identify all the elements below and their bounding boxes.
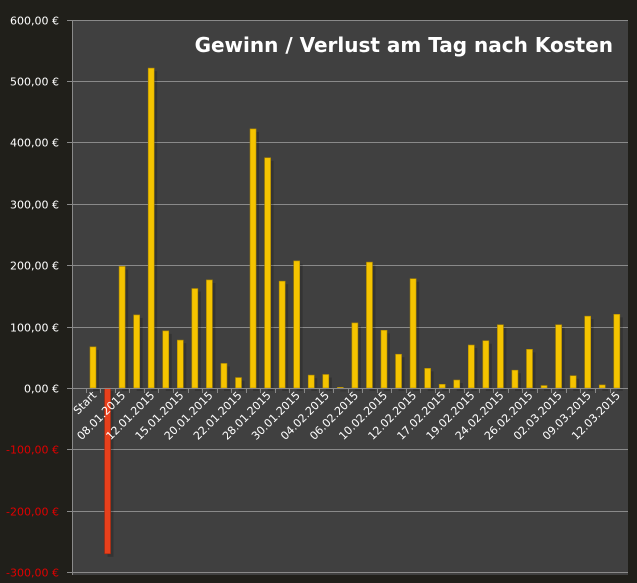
y-tick-label: 500,00 € <box>10 76 59 89</box>
bar <box>526 349 533 389</box>
bar <box>89 346 97 389</box>
bar <box>278 280 286 389</box>
bar <box>264 157 271 389</box>
bar <box>147 67 155 389</box>
y-tick-label: 300,00 € <box>10 199 59 212</box>
bar <box>191 288 199 389</box>
bar <box>438 384 446 389</box>
bar <box>497 324 504 389</box>
bar <box>395 353 402 389</box>
bar <box>569 375 577 389</box>
bar <box>366 261 373 389</box>
bar <box>555 324 562 389</box>
bar <box>206 279 213 389</box>
y-tick-label: 0,00 € <box>24 383 59 396</box>
bars <box>89 67 623 557</box>
y-tick-label: 200,00 € <box>10 260 59 273</box>
y-tick-label: -300,00 € <box>6 567 59 580</box>
plot-area <box>72 20 628 575</box>
bar <box>511 369 519 389</box>
chart-title: Gewinn / Verlust am Tag nach Kosten <box>195 33 613 57</box>
bar <box>482 340 490 389</box>
bar <box>118 266 126 389</box>
bar <box>133 314 140 389</box>
bar <box>322 374 330 389</box>
bar-shadow <box>602 387 609 391</box>
bar <box>162 330 170 389</box>
bar-shadow <box>544 388 551 391</box>
bar <box>409 278 417 389</box>
bar <box>540 385 548 389</box>
bar <box>598 384 606 389</box>
bar <box>380 329 388 389</box>
bar <box>453 379 461 389</box>
y-tick-label: 400,00 € <box>10 137 59 150</box>
bar-shadow <box>340 390 347 392</box>
y-tick-label: -200,00 € <box>6 506 59 519</box>
bar <box>235 377 242 389</box>
y-tick-label: -100,00 € <box>6 444 59 457</box>
bar <box>220 363 228 389</box>
bar-shadow <box>442 387 449 391</box>
bar <box>613 314 621 389</box>
bar <box>307 374 315 389</box>
bar <box>584 315 592 389</box>
bar <box>293 260 301 389</box>
y-axis: 600,00 € 500,00 € 400,00 € 300,00 € 200,00 €… <box>6 15 73 580</box>
bar <box>424 368 431 389</box>
bar <box>351 322 359 389</box>
bar <box>249 128 257 389</box>
bar <box>467 344 475 389</box>
y-tick-label: 600,00 € <box>10 15 59 28</box>
bar <box>177 339 184 389</box>
y-tick-label: 100,00 € <box>10 322 59 335</box>
